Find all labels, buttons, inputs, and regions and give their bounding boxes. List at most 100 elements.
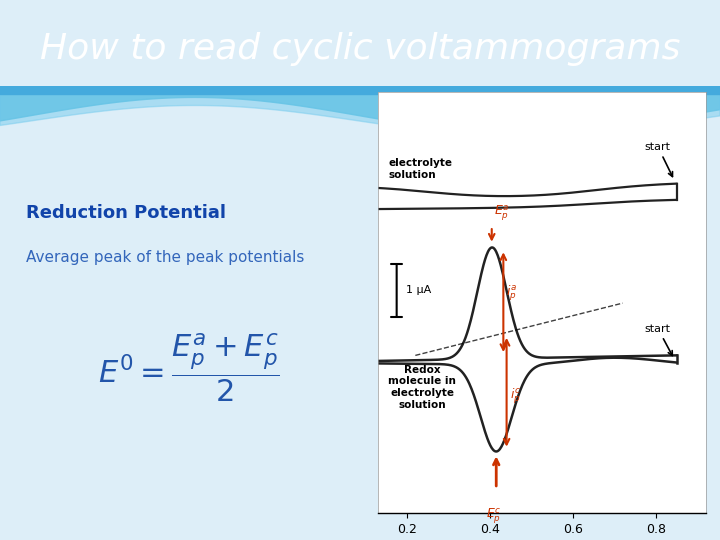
Bar	[0, 88, 720, 89]
Text: $E_p^a$: $E_p^a$	[494, 204, 509, 223]
Bar	[0, 88, 720, 89]
Bar	[0, 88, 720, 89]
Bar	[0, 87, 720, 89]
Bar	[0, 87, 720, 89]
Bar	[0, 88, 720, 89]
Bar	[0, 88, 720, 89]
Text: electrolyte
solution: electrolyte solution	[388, 158, 452, 180]
Bar	[0, 87, 720, 89]
Bar	[0, 88, 720, 89]
Bar	[0, 88, 720, 89]
Bar	[0, 88, 720, 89]
Bar	[0, 87, 720, 89]
Bar	[0, 88, 720, 89]
Bar	[0, 88, 720, 89]
Bar	[0, 87, 720, 89]
Bar	[0, 87, 720, 89]
Bar	[0, 88, 720, 89]
Bar	[0, 88, 720, 89]
Bar	[0, 87, 720, 89]
Bar	[0, 88, 720, 89]
Bar	[0, 88, 720, 89]
Bar	[0, 87, 720, 89]
Bar	[0, 87, 720, 89]
Text: How to read cyclic voltammograms: How to read cyclic voltammograms	[40, 32, 680, 66]
Bar	[0, 88, 720, 89]
Bar	[0, 87, 720, 89]
Bar	[0, 87, 720, 89]
Bar	[0, 88, 720, 89]
Text: Redox
molecule in
electrolyte
solution: Redox molecule in electrolyte solution	[388, 364, 456, 409]
Bar	[0, 88, 720, 89]
Text: start: start	[645, 323, 672, 355]
Bar	[0, 88, 720, 89]
Bar	[0, 87, 720, 89]
Bar	[0, 87, 720, 89]
Bar	[0, 88, 720, 89]
Bar	[0, 88, 720, 89]
Bar	[0, 88, 720, 89]
Bar	[0, 88, 720, 89]
Bar	[0, 87, 720, 89]
Bar	[0, 88, 720, 89]
Text: $E_p^c$: $E_p^c$	[487, 506, 502, 525]
Bar	[0, 87, 720, 88]
Bar	[0, 88, 720, 89]
Bar	[0, 87, 720, 89]
Bar	[0, 88, 720, 89]
Bar	[0, 87, 720, 89]
Text: Reduction Potential: Reduction Potential	[27, 204, 227, 222]
Bar	[0, 88, 720, 89]
Bar	[0, 87, 720, 88]
Bar	[0, 87, 720, 89]
Bar	[0, 88, 720, 89]
Bar	[0, 87, 720, 88]
Bar	[0, 88, 720, 89]
Bar	[0, 87, 720, 89]
Bar	[0, 88, 720, 89]
Bar	[0, 87, 720, 89]
Bar	[0, 87, 720, 89]
Bar	[0, 87, 720, 89]
Bar	[0, 87, 720, 88]
Bar	[0, 88, 720, 89]
Bar	[0, 87, 720, 88]
Bar	[0, 87, 720, 89]
Bar	[0, 88, 720, 89]
Bar	[0, 88, 720, 89]
Bar	[0, 88, 720, 89]
Bar	[0, 87, 720, 89]
Text: $i_p^c$: $i_p^c$	[510, 386, 521, 406]
Bar	[0, 88, 720, 89]
Bar	[0, 88, 720, 89]
Text: $E^0 = \dfrac{E_p^a + E_p^c}{2}$: $E^0 = \dfrac{E_p^a + E_p^c}{2}$	[98, 332, 280, 404]
Bar	[0, 88, 720, 89]
Bar	[0, 88, 720, 89]
Bar	[0, 87, 720, 88]
Bar	[0, 88, 720, 89]
Bar	[0, 88, 720, 89]
Bar	[0, 87, 720, 89]
Bar	[0, 88, 720, 89]
Bar	[0, 87, 720, 89]
Text: Average peak of the peak potentials: Average peak of the peak potentials	[27, 249, 305, 265]
Bar	[0, 87, 720, 89]
Bar	[0, 87, 720, 89]
Bar	[0, 87, 720, 88]
Bar	[0, 88, 720, 89]
Bar	[0, 88, 720, 89]
Bar	[0, 87, 720, 89]
Text: 1 μA: 1 μA	[406, 285, 431, 295]
Bar	[0, 87, 720, 89]
Bar	[0, 88, 720, 89]
Bar	[0, 88, 720, 89]
Bar	[0, 87, 720, 89]
Bar	[0, 87, 720, 89]
Bar	[0, 87, 720, 89]
Bar	[0, 87, 720, 88]
Bar	[0, 87, 720, 89]
Bar	[0, 88, 720, 89]
Bar	[0, 88, 720, 89]
Bar	[0, 87, 720, 89]
Text: start: start	[645, 141, 672, 177]
